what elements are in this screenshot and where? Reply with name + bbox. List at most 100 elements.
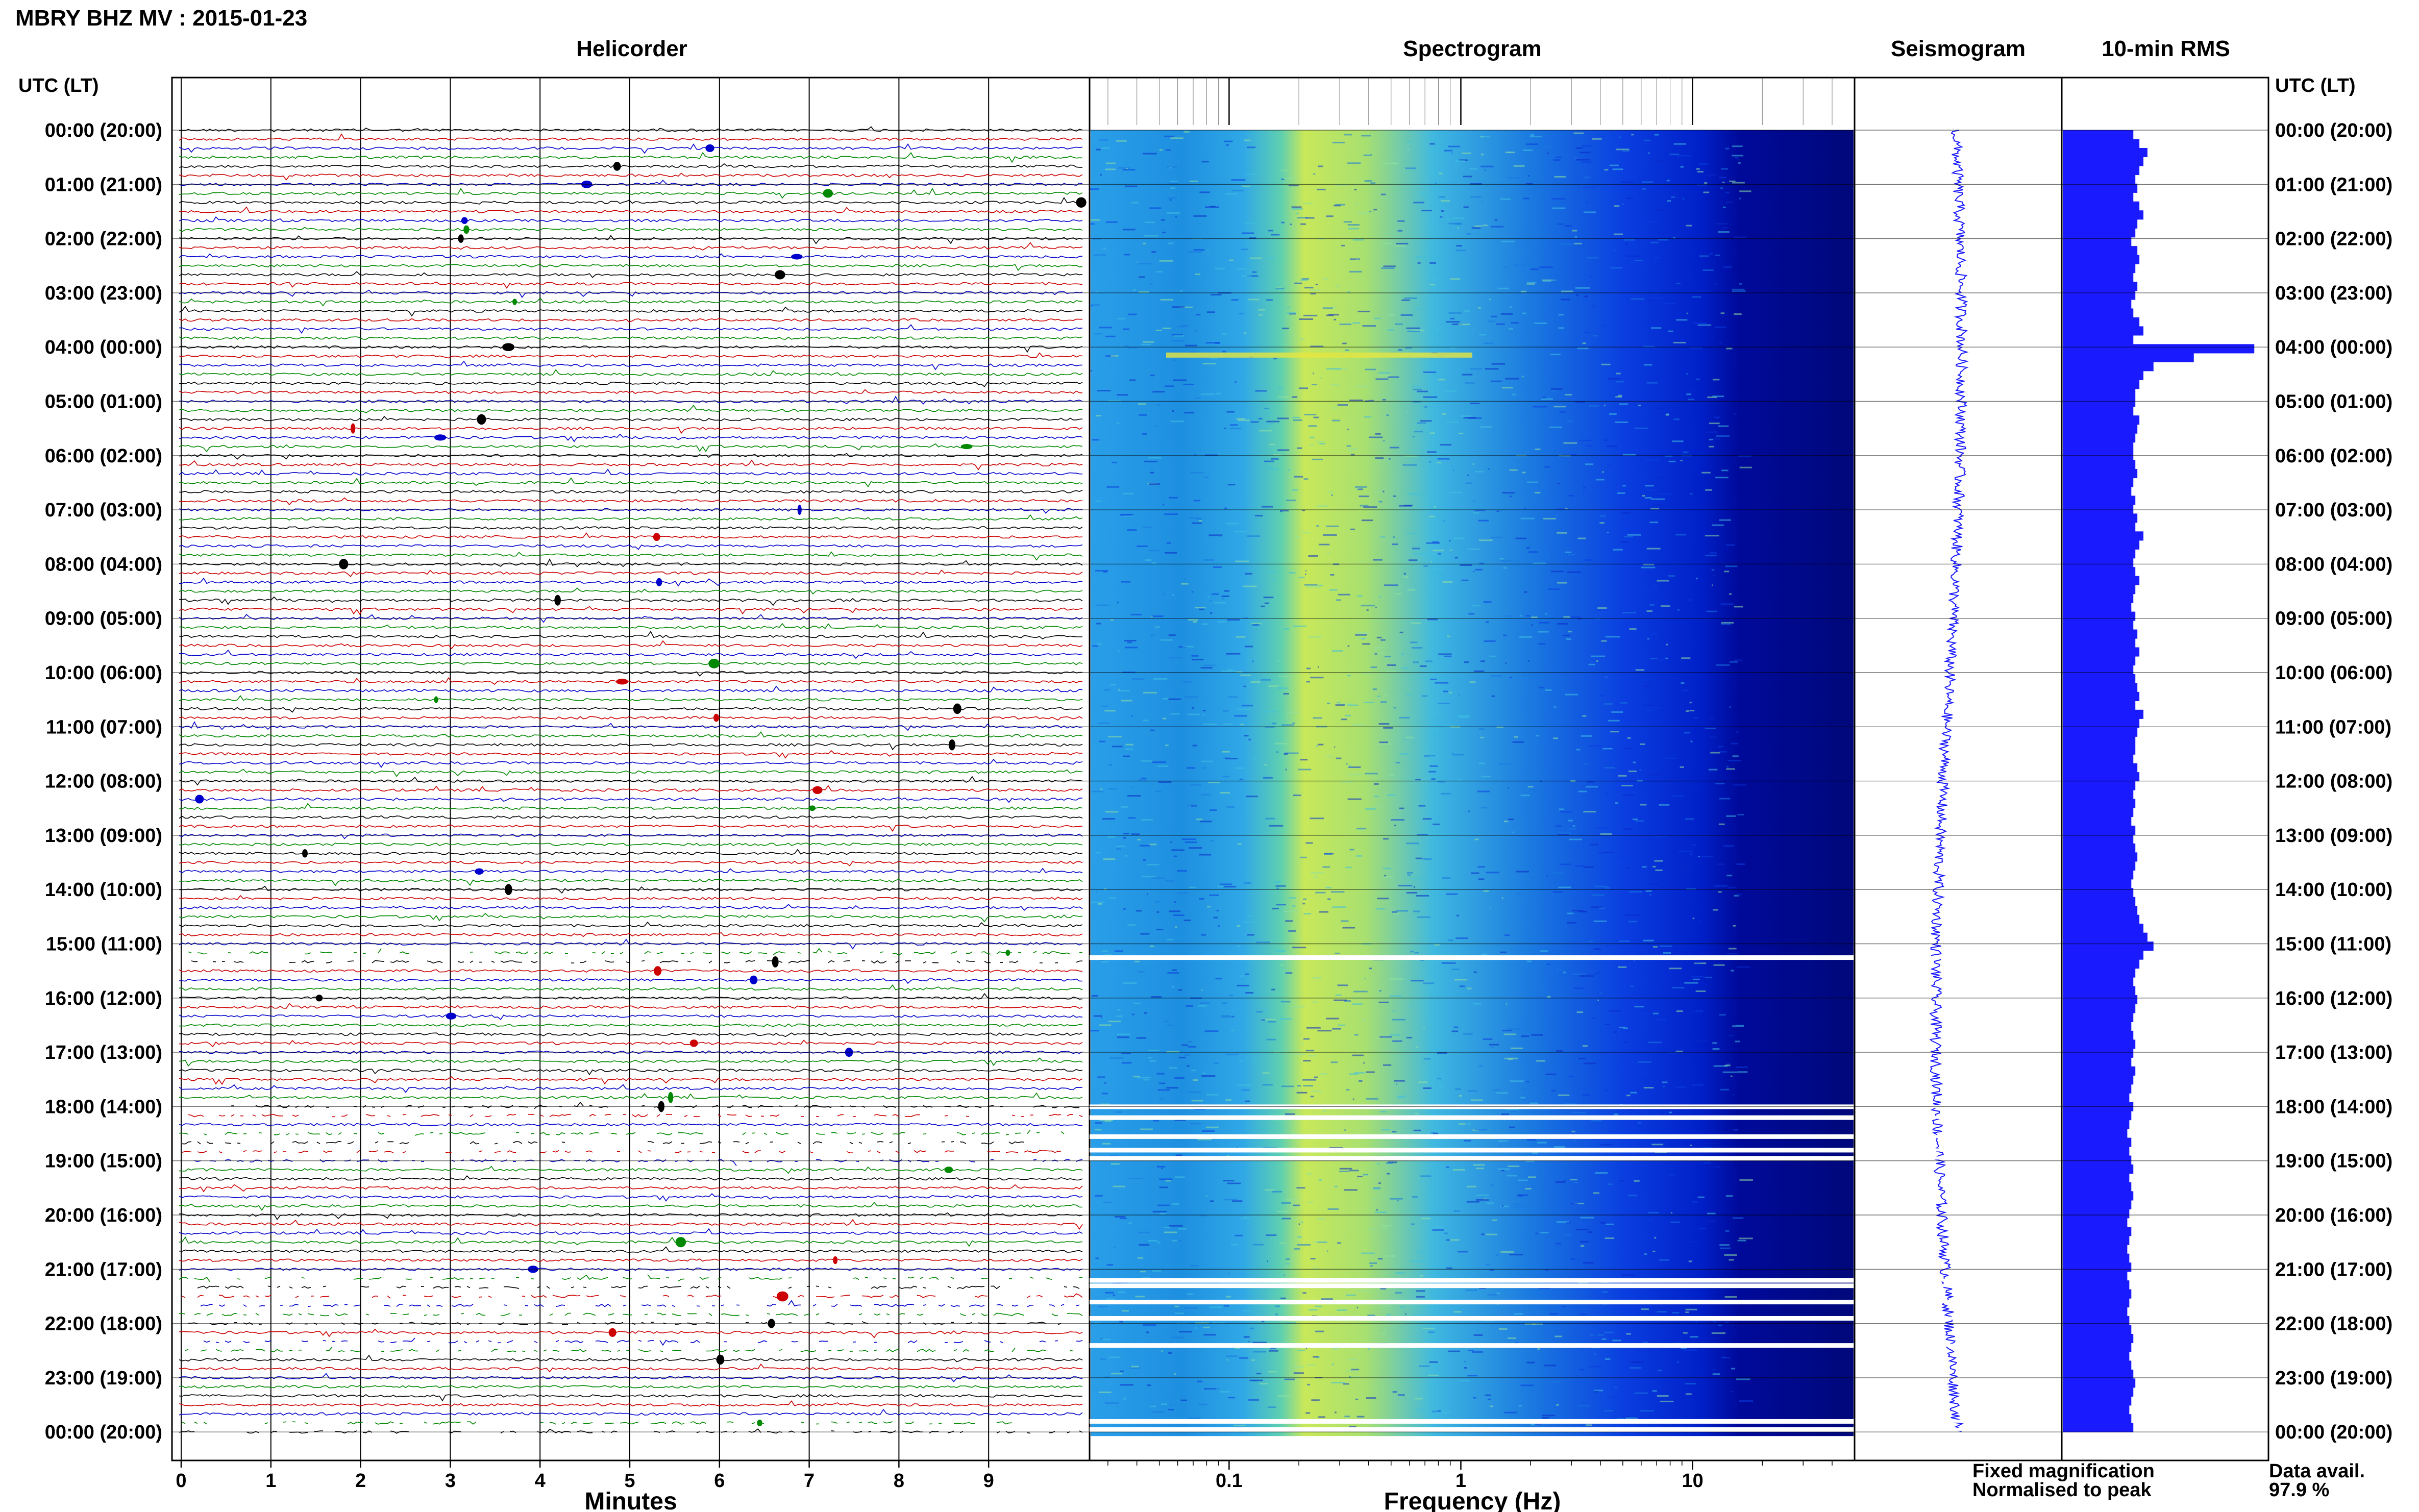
spectrogram-speckle bbox=[1290, 224, 1292, 226]
spectrogram-speckle bbox=[1431, 1410, 1437, 1412]
helicorder-event bbox=[1076, 197, 1087, 208]
spectrogram-speckle bbox=[1627, 1415, 1629, 1417]
spectrogram-speckle bbox=[1297, 1085, 1301, 1087]
spectrogram-speckle bbox=[1277, 417, 1289, 419]
spectrogram-speckle bbox=[1520, 420, 1525, 422]
spectrogram-speckle bbox=[1305, 569, 1307, 572]
spectrogram-speckle bbox=[1453, 469, 1454, 472]
spectrogram-speckle bbox=[1150, 283, 1153, 285]
spectrogram-speckle bbox=[1195, 1327, 1197, 1329]
spectrogram-speckle bbox=[1392, 1391, 1397, 1393]
rms-bar bbox=[2063, 593, 2134, 603]
rms-bar bbox=[2063, 1405, 2130, 1415]
spectrogram-speckle bbox=[1737, 1240, 1746, 1242]
helicorder-trace bbox=[179, 477, 1083, 488]
spectrogram-speckle bbox=[1482, 225, 1488, 227]
spectrogram-speckle bbox=[1664, 739, 1669, 741]
spectrogram-speckle bbox=[1103, 1201, 1112, 1203]
spectrogram-speckle bbox=[1286, 1262, 1290, 1265]
spectrogram-speckle bbox=[1305, 1050, 1315, 1052]
spectrogram-speckle bbox=[1720, 603, 1734, 605]
spectrogram-speckle bbox=[1330, 891, 1345, 893]
spectrogram-speckle bbox=[1708, 769, 1718, 771]
spectrogram-speckle bbox=[1635, 467, 1637, 469]
spectrogram-speckle bbox=[1316, 525, 1319, 527]
spectrogram-speckle bbox=[1245, 573, 1252, 575]
spectrogram-speckle bbox=[1566, 638, 1571, 640]
spectrogram-speckle bbox=[1222, 776, 1230, 778]
spectrogram-speckle bbox=[1652, 865, 1656, 867]
spectrogram-speckle bbox=[1486, 872, 1499, 874]
spectrogram-speckle bbox=[1555, 1181, 1566, 1183]
spectrogram-speckle bbox=[1526, 960, 1532, 962]
spectrogram-speckle bbox=[1251, 623, 1262, 625]
spectrogram-speckle bbox=[1172, 969, 1177, 971]
minutes-axis-label: Minutes bbox=[584, 1488, 677, 1512]
spectrogram-speckle bbox=[1649, 774, 1661, 776]
spectrogram-speckle bbox=[1736, 863, 1745, 865]
spectrogram-speckle bbox=[1489, 907, 1491, 909]
spectrogram-speckle bbox=[1539, 1051, 1547, 1053]
spectrogram-gap bbox=[1090, 1115, 1855, 1120]
spectrogram-speckle bbox=[1677, 609, 1680, 611]
spectrogram-speckle bbox=[1669, 992, 1675, 994]
spectrogram-speckle bbox=[1194, 330, 1197, 332]
spectrogram-speckle bbox=[1326, 215, 1334, 217]
spectrogram-speckle bbox=[1226, 1355, 1238, 1357]
spectrogram-speckle bbox=[1629, 891, 1642, 893]
spectrogram-speckle bbox=[1202, 363, 1216, 365]
spectrogram-speckle bbox=[1334, 205, 1341, 207]
spectrogram-speckle bbox=[1252, 271, 1257, 273]
spectrogram-speckle bbox=[1346, 445, 1351, 447]
spectrogram-speckle bbox=[1656, 1019, 1668, 1021]
spectrogram-speckle bbox=[1111, 1373, 1123, 1375]
spectrogram-speckle bbox=[1332, 1028, 1341, 1030]
spectrogram-speckle bbox=[1612, 134, 1614, 136]
spectrogram-speckle bbox=[1126, 167, 1128, 169]
rms-bar bbox=[2063, 576, 2140, 585]
spectrogram-speckle bbox=[1362, 673, 1373, 675]
spectrogram-speckle bbox=[1171, 986, 1175, 988]
spectrogram-speckle bbox=[1601, 363, 1611, 365]
spectrogram-speckle bbox=[1225, 1053, 1239, 1055]
spectrogram-speckle bbox=[1345, 866, 1352, 869]
spectrogram-speckle bbox=[1149, 483, 1160, 485]
helicorder-trace bbox=[179, 707, 1083, 713]
spectrogram-speckle bbox=[1204, 1030, 1219, 1032]
spectrogram-speckle bbox=[1303, 1038, 1310, 1040]
spectrogram-speckle bbox=[1526, 1139, 1536, 1141]
spectrogram-speckle bbox=[1714, 283, 1717, 285]
spectrogram-speckle bbox=[1179, 290, 1183, 292]
spectrogram-speckle bbox=[1199, 854, 1212, 856]
spectrogram-speckle bbox=[1489, 299, 1491, 301]
helicorder-trace bbox=[179, 1219, 1083, 1230]
spectrogram-speckle bbox=[1490, 1405, 1493, 1407]
time-tick-right: 07:00 (03:00) bbox=[2275, 500, 2392, 521]
spectrogram-speckle bbox=[1357, 829, 1365, 831]
spectrogram-speckle bbox=[1105, 335, 1116, 337]
spectrogram-speckle bbox=[1707, 1212, 1716, 1214]
spectrogram-speckle bbox=[1503, 1033, 1516, 1035]
spectrogram-speckle bbox=[1090, 223, 1095, 225]
spectrogram-speckle bbox=[1585, 463, 1594, 465]
spectrogram-speckle bbox=[1248, 738, 1251, 740]
spectrogram-speckle bbox=[1594, 1353, 1596, 1355]
spectrogram-speckle bbox=[1527, 175, 1530, 177]
spectrogram-speckle bbox=[1528, 1240, 1532, 1242]
spectrogram-speckle bbox=[1218, 535, 1221, 537]
spectrogram-speckle bbox=[1513, 1203, 1518, 1205]
helicorder-trace bbox=[179, 978, 1083, 984]
rms-bar bbox=[2063, 683, 2138, 692]
spectrogram-speckle bbox=[1614, 1031, 1617, 1033]
spectrogram-speckle bbox=[1346, 1370, 1353, 1372]
spectrogram-speckle bbox=[1536, 735, 1540, 737]
spectrogram-speckle bbox=[1174, 1373, 1176, 1375]
spectrogram-speckle bbox=[1694, 717, 1698, 719]
spectrogram-speckle bbox=[1584, 295, 1588, 298]
spectrogram-speckle bbox=[1341, 244, 1345, 246]
spectrogram-speckle bbox=[1404, 297, 1417, 299]
spectrogram-speckle bbox=[1383, 838, 1389, 840]
spectrogram-speckle bbox=[1210, 600, 1212, 602]
spectrogram-speckle bbox=[1175, 926, 1177, 928]
rms-bar bbox=[2063, 1039, 2136, 1049]
